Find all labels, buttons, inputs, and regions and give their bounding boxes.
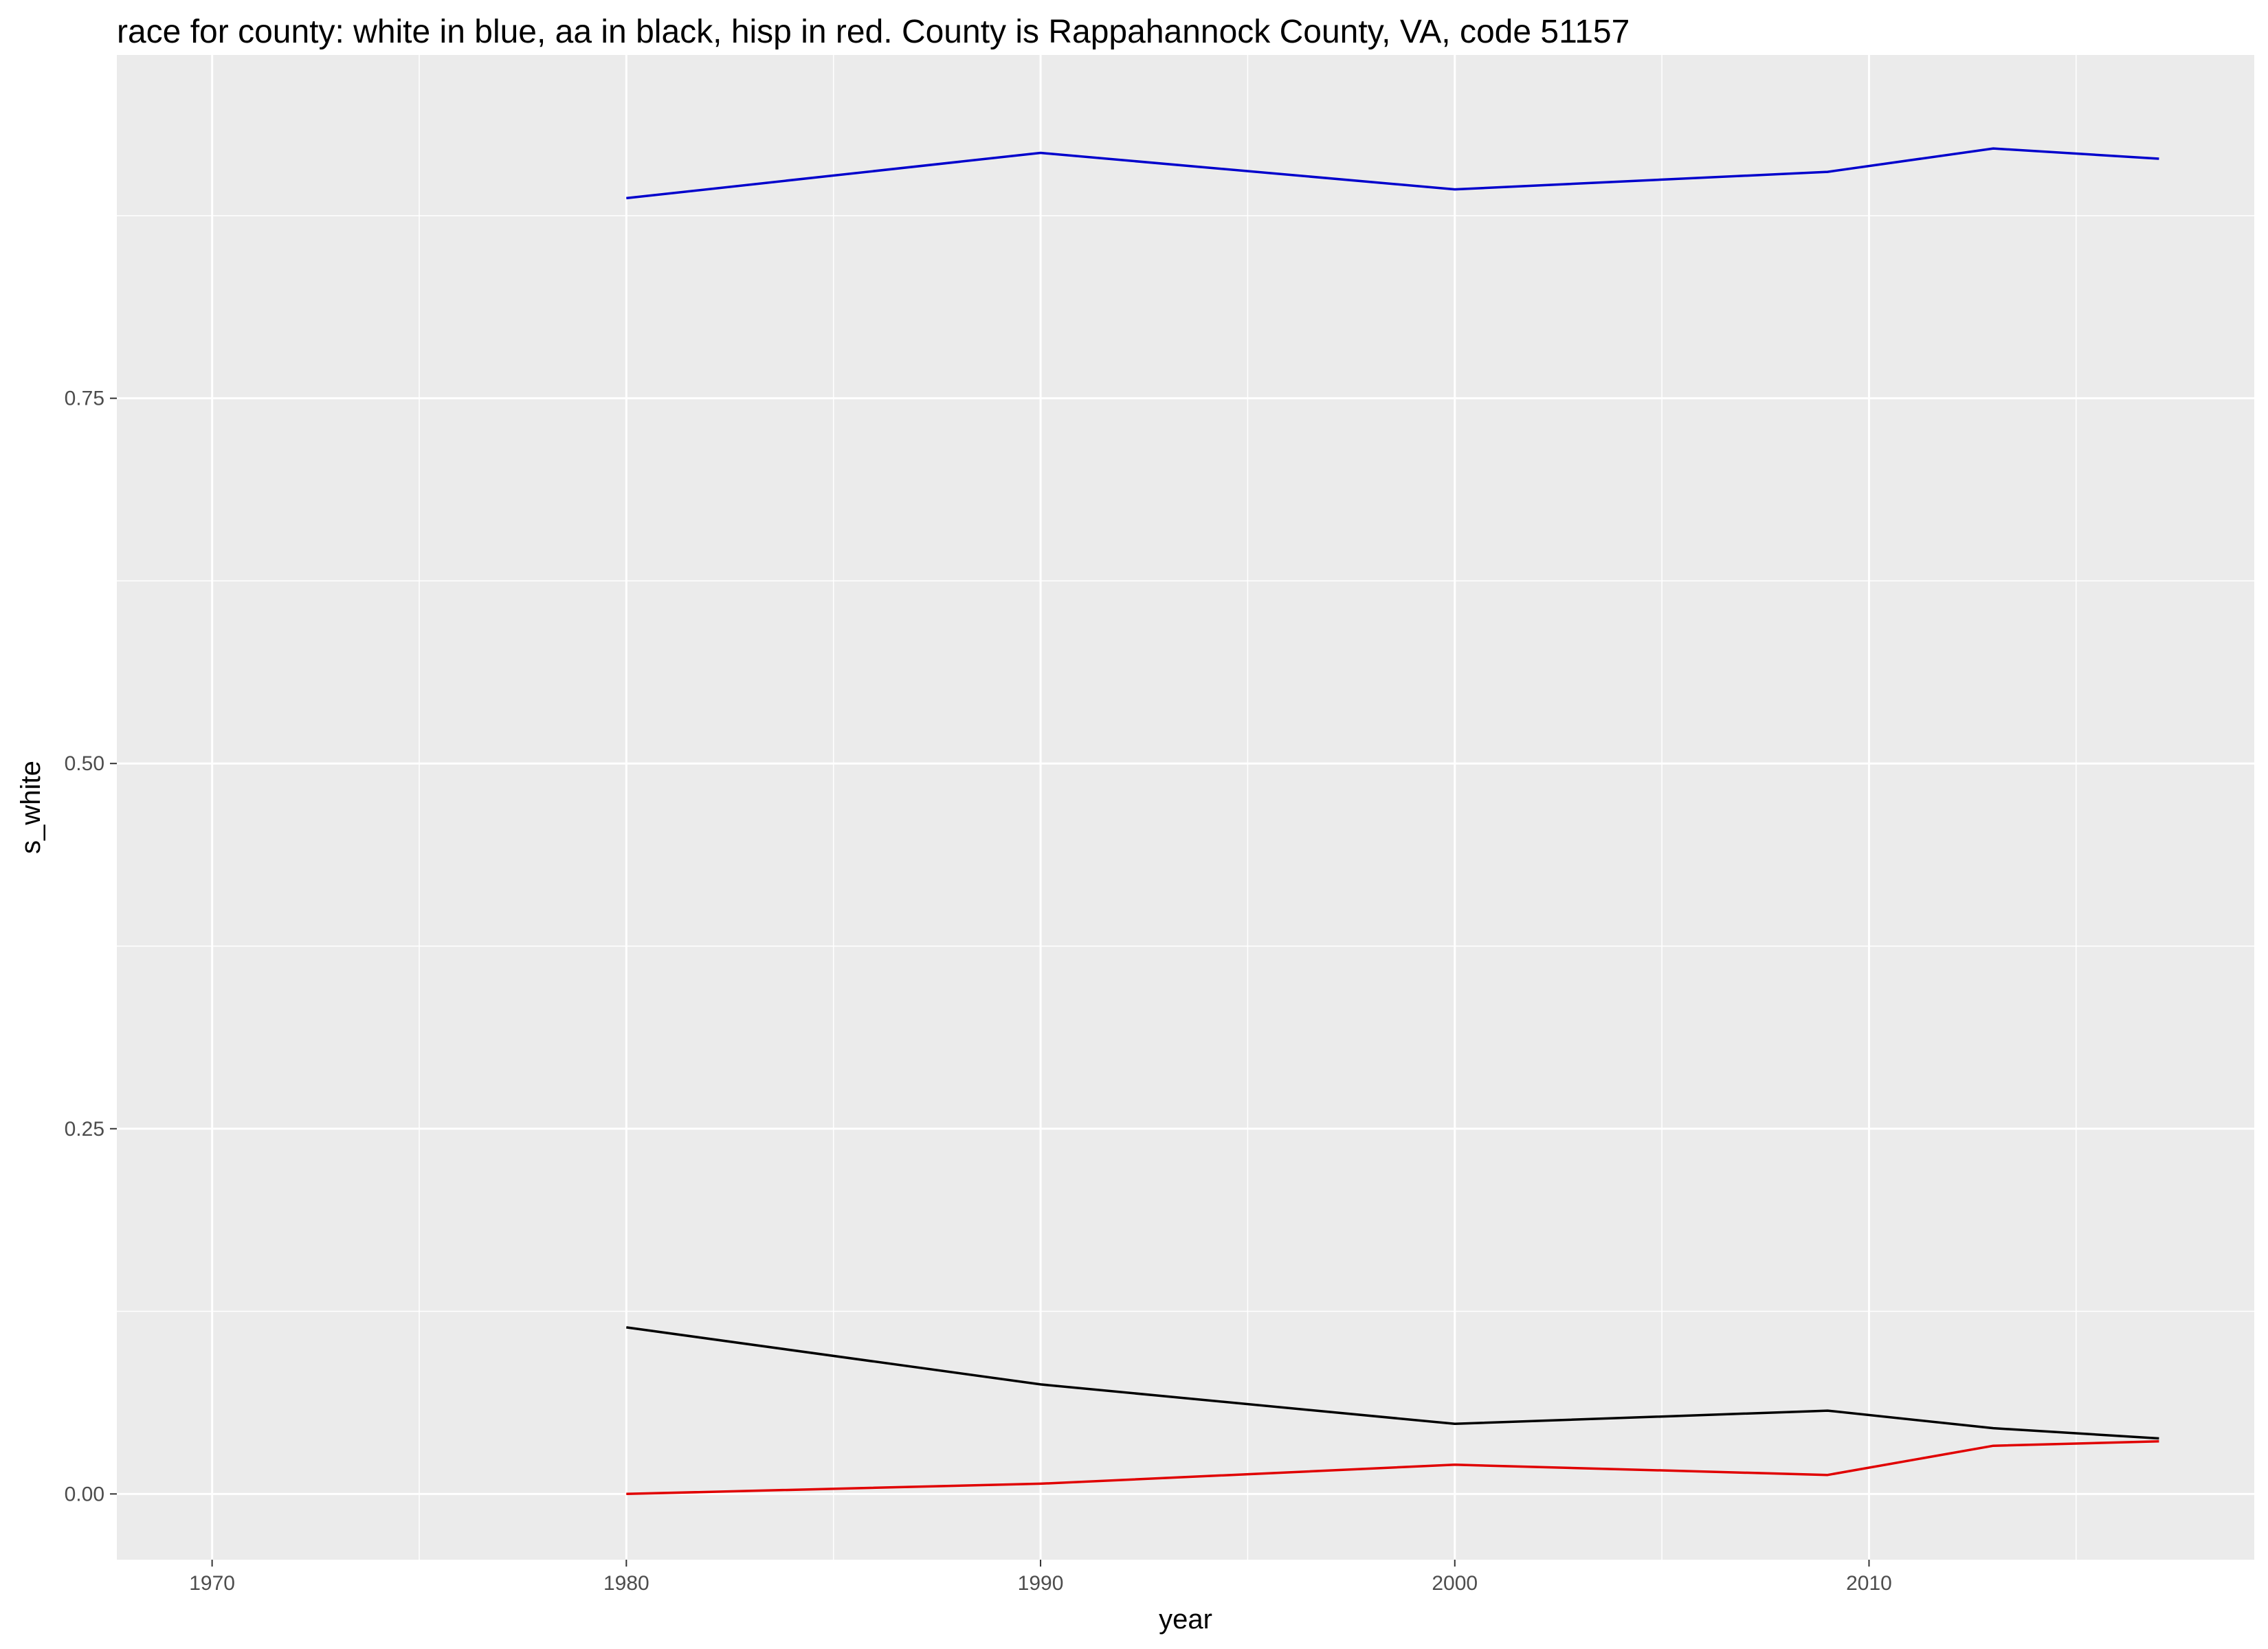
series-line-1 bbox=[626, 147, 2159, 200]
y-tick-label: 0.25 bbox=[65, 1118, 104, 1141]
data-lines bbox=[626, 147, 2159, 1496]
axes: 1970 1980 1990 2000 2010 0.00 0.25 0.50 0.75 bbox=[65, 388, 1892, 1595]
x-tick-label: 1990 bbox=[1018, 1572, 1064, 1595]
y-tick-label: 0.50 bbox=[65, 752, 104, 775]
series-line-2 bbox=[626, 1326, 2159, 1440]
x-axis-title: year bbox=[1159, 1604, 1212, 1635]
y-tick-label: 0.00 bbox=[65, 1483, 104, 1505]
x-tick-label: 1980 bbox=[603, 1572, 649, 1595]
series-line-3 bbox=[626, 1440, 2159, 1496]
x-tick-label: 2000 bbox=[1432, 1572, 1478, 1595]
plot-panel bbox=[117, 55, 2254, 1560]
x-tick-label: 2010 bbox=[1846, 1572, 1892, 1595]
chart-title: race for county: white in blue, aa in bl… bbox=[117, 14, 1630, 50]
y-tick-label: 0.75 bbox=[65, 388, 104, 410]
gridlines bbox=[117, 55, 2254, 1560]
x-tick-label: 1970 bbox=[189, 1572, 235, 1595]
y-axis-title: s_white bbox=[16, 761, 46, 854]
